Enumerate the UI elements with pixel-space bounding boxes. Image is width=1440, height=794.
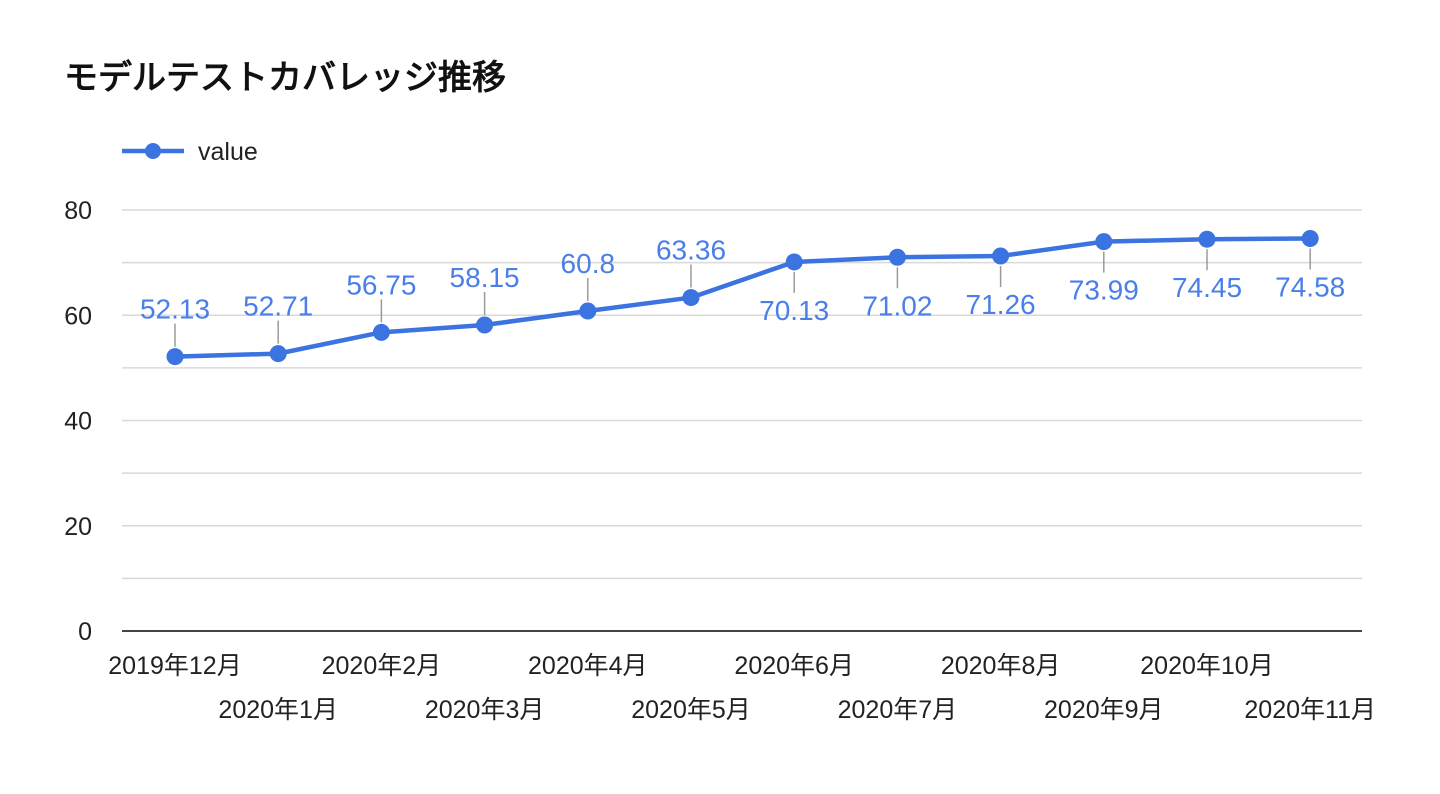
y-tick-label: 40 xyxy=(64,408,92,436)
x-tick-label: 2020年11月 xyxy=(1244,696,1376,724)
data-labels: 52.13 52.71 56.75 58.15 60.8 63.36 70.13 71.02 7… xyxy=(140,235,1345,326)
series-line xyxy=(174,236,1311,359)
data-point xyxy=(682,289,700,307)
y-tick-label: 60 xyxy=(64,302,92,330)
data-point xyxy=(579,302,597,320)
data-label: 52.13 xyxy=(140,294,210,325)
data-point xyxy=(1198,230,1216,248)
x-tick-label: 2019年12月 xyxy=(108,652,241,680)
y-tick-label: 80 xyxy=(64,197,92,225)
x-tick-label: 2020年5月 xyxy=(631,696,751,724)
data-label: 71.02 xyxy=(862,290,932,321)
data-label: 63.36 xyxy=(656,235,726,266)
axes: 0 20 40 60 80 2019年12月 2020年1月 2020年2月 2020年3月 20… xyxy=(64,197,1376,724)
leader-lines xyxy=(174,248,1311,347)
x-tick-label: 2020年2月 xyxy=(322,652,442,680)
data-label: 74.45 xyxy=(1172,272,1242,303)
y-tick-label: 20 xyxy=(64,513,92,541)
y-tick-label: 0 xyxy=(78,618,92,646)
data-point xyxy=(269,345,287,363)
x-tick-label: 2020年4月 xyxy=(528,652,648,680)
gridlines xyxy=(122,209,1362,580)
x-tick-label: 2020年9月 xyxy=(1044,696,1164,724)
legend-marker xyxy=(145,143,161,159)
data-label: 70.13 xyxy=(759,295,829,326)
data-point xyxy=(476,316,494,334)
x-tick-label: 2020年8月 xyxy=(941,652,1061,680)
series-layer xyxy=(166,230,1319,366)
data-label: 73.99 xyxy=(1069,275,1139,306)
data-point xyxy=(372,323,390,341)
data-point xyxy=(1095,233,1113,251)
data-point xyxy=(785,253,803,271)
data-label: 56.75 xyxy=(346,269,416,300)
data-label: 52.71 xyxy=(243,291,313,322)
chart-title: モデルテストカバレッジ推移 xyxy=(64,58,506,98)
legend-label: value xyxy=(198,138,258,166)
x-tick-label: 2020年1月 xyxy=(218,696,338,724)
data-point xyxy=(888,248,906,266)
data-label: 60.8 xyxy=(561,248,616,279)
data-label: 74.58 xyxy=(1275,272,1345,303)
legend: value xyxy=(122,138,258,166)
data-point xyxy=(1301,230,1319,248)
data-label: 58.15 xyxy=(450,262,520,293)
x-tick-label: 2020年6月 xyxy=(734,652,854,680)
x-tick-label: 2020年3月 xyxy=(425,696,545,724)
data-point xyxy=(992,247,1010,265)
x-tick-label: 2020年10月 xyxy=(1140,652,1273,680)
data-label: 71.26 xyxy=(966,289,1036,320)
x-tick-label: 2020年7月 xyxy=(838,696,958,724)
data-point xyxy=(166,348,184,366)
